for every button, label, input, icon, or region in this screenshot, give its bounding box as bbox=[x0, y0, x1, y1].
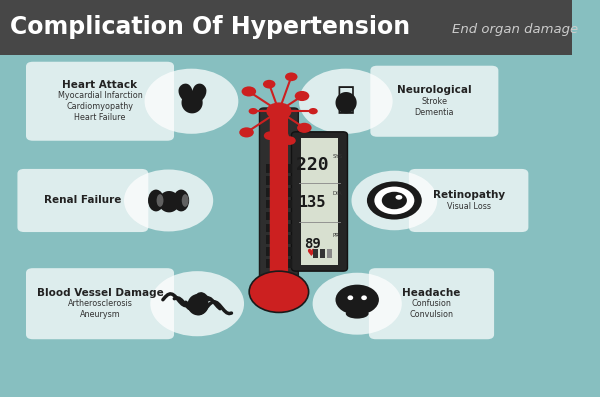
Circle shape bbox=[299, 69, 392, 134]
Ellipse shape bbox=[346, 309, 368, 318]
Text: DIA: DIA bbox=[332, 191, 342, 196]
Text: Headache: Headache bbox=[403, 287, 461, 298]
Text: PR: PR bbox=[332, 233, 340, 238]
Text: Aneurysm: Aneurysm bbox=[80, 310, 121, 319]
FancyBboxPatch shape bbox=[301, 138, 338, 265]
FancyBboxPatch shape bbox=[320, 249, 325, 258]
Ellipse shape bbox=[173, 190, 189, 211]
FancyBboxPatch shape bbox=[266, 164, 292, 173]
FancyBboxPatch shape bbox=[266, 259, 292, 268]
Text: ●: ● bbox=[157, 187, 181, 214]
Text: Retinopathy: Retinopathy bbox=[433, 190, 505, 200]
Text: 🧠: 🧠 bbox=[337, 85, 355, 114]
Circle shape bbox=[266, 102, 292, 120]
Ellipse shape bbox=[148, 190, 164, 211]
Text: Stroke: Stroke bbox=[421, 97, 448, 106]
FancyBboxPatch shape bbox=[17, 169, 148, 232]
Circle shape bbox=[395, 195, 403, 200]
Text: ●: ● bbox=[185, 290, 209, 318]
Circle shape bbox=[352, 171, 437, 230]
Text: Myocardial Infarction: Myocardial Infarction bbox=[58, 91, 142, 100]
FancyBboxPatch shape bbox=[26, 62, 174, 141]
Circle shape bbox=[263, 80, 275, 89]
Text: End organ damage: End organ damage bbox=[452, 23, 578, 36]
Text: ●: ● bbox=[334, 87, 358, 115]
Circle shape bbox=[249, 271, 308, 312]
FancyBboxPatch shape bbox=[266, 212, 292, 220]
Text: Cardiomyopathy: Cardiomyopathy bbox=[67, 102, 134, 111]
FancyBboxPatch shape bbox=[266, 176, 292, 185]
FancyBboxPatch shape bbox=[266, 200, 292, 208]
Text: Dementia: Dementia bbox=[415, 108, 454, 117]
Text: 220: 220 bbox=[296, 156, 329, 174]
FancyBboxPatch shape bbox=[369, 268, 494, 339]
Text: Heart Attack: Heart Attack bbox=[62, 79, 137, 90]
Circle shape bbox=[248, 108, 258, 114]
FancyBboxPatch shape bbox=[0, 0, 572, 55]
Text: ♥: ♥ bbox=[174, 82, 209, 120]
Text: Heart Failure: Heart Failure bbox=[74, 114, 126, 122]
Text: Blood Vessel Damage: Blood Vessel Damage bbox=[37, 287, 163, 298]
Circle shape bbox=[295, 91, 310, 101]
Text: ●: ● bbox=[382, 187, 406, 214]
Circle shape bbox=[264, 131, 277, 140]
Text: Visual Loss: Visual Loss bbox=[446, 202, 491, 210]
FancyBboxPatch shape bbox=[292, 132, 347, 271]
FancyBboxPatch shape bbox=[266, 247, 292, 256]
Text: 89: 89 bbox=[304, 237, 321, 251]
Circle shape bbox=[242, 87, 256, 96]
FancyBboxPatch shape bbox=[266, 235, 292, 244]
Text: Neurological: Neurological bbox=[397, 85, 472, 95]
Ellipse shape bbox=[182, 194, 188, 207]
Circle shape bbox=[297, 123, 311, 133]
Text: Convulsion: Convulsion bbox=[410, 310, 454, 319]
Circle shape bbox=[285, 73, 298, 81]
FancyBboxPatch shape bbox=[266, 224, 292, 232]
FancyBboxPatch shape bbox=[26, 268, 174, 339]
Text: ♥: ♥ bbox=[307, 248, 315, 258]
Circle shape bbox=[382, 192, 407, 209]
Circle shape bbox=[308, 108, 318, 114]
Text: SYS: SYS bbox=[332, 154, 343, 158]
Circle shape bbox=[124, 170, 213, 231]
FancyBboxPatch shape bbox=[409, 169, 529, 232]
Text: Artherosclerosis: Artherosclerosis bbox=[68, 299, 133, 308]
Text: ●: ● bbox=[345, 290, 370, 318]
FancyBboxPatch shape bbox=[270, 114, 288, 278]
FancyBboxPatch shape bbox=[313, 249, 319, 258]
Circle shape bbox=[283, 136, 296, 145]
Ellipse shape bbox=[347, 295, 353, 300]
Text: Renal Failure: Renal Failure bbox=[44, 195, 122, 206]
Circle shape bbox=[374, 187, 415, 214]
Text: Complication Of Hypertension: Complication Of Hypertension bbox=[10, 15, 410, 39]
Circle shape bbox=[151, 271, 244, 336]
FancyBboxPatch shape bbox=[327, 249, 332, 258]
Ellipse shape bbox=[361, 295, 367, 300]
FancyBboxPatch shape bbox=[259, 108, 298, 287]
Circle shape bbox=[367, 181, 422, 220]
Text: 135: 135 bbox=[299, 195, 326, 210]
Circle shape bbox=[335, 285, 379, 315]
Circle shape bbox=[145, 69, 238, 134]
FancyBboxPatch shape bbox=[266, 188, 292, 197]
Circle shape bbox=[313, 273, 402, 335]
Ellipse shape bbox=[157, 194, 163, 207]
Circle shape bbox=[239, 127, 254, 137]
Text: Confusion: Confusion bbox=[412, 299, 451, 308]
FancyBboxPatch shape bbox=[370, 66, 499, 137]
Text: ●: ● bbox=[179, 87, 203, 115]
